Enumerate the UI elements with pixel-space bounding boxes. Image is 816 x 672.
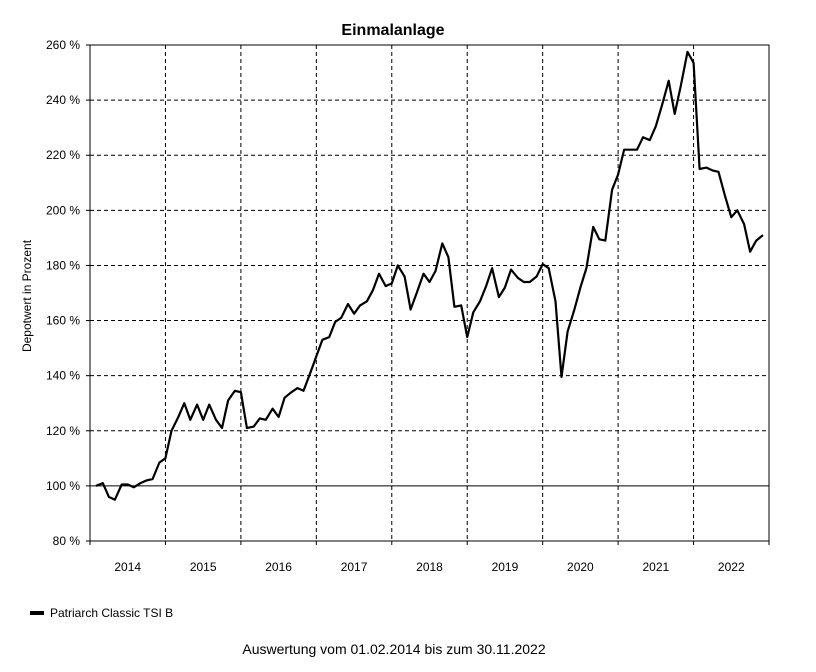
y-tick-label: 120 % — [46, 424, 80, 438]
y-tick-label: 160 % — [46, 314, 80, 328]
legend: Patriarch Classic TSI B — [30, 606, 173, 620]
x-tick-label: 2017 — [341, 560, 368, 574]
x-tick-label: 2018 — [416, 560, 443, 574]
y-tick-label: 140 % — [46, 369, 80, 383]
evaluation-period-text: Auswertung vom 01.02.2014 bis zum 30.11.… — [242, 641, 545, 657]
x-tick-label: 2019 — [492, 560, 519, 574]
y-tick-label: 100 % — [46, 479, 80, 493]
series-line — [95, 50, 764, 501]
y-tick-label: 200 % — [46, 203, 80, 217]
x-tick-label: 2021 — [642, 560, 669, 574]
chart-title: Einmalanlage — [341, 22, 444, 39]
y-axis-label: Depotwert in Prozent — [20, 239, 34, 352]
legend-label: Patriarch Classic TSI B — [50, 606, 173, 620]
y-tick-label: 80 % — [53, 534, 81, 548]
y-tick-label: 240 % — [46, 93, 80, 107]
x-tick-label: 2022 — [718, 560, 745, 574]
series-lines — [95, 50, 764, 501]
grid-lines — [90, 45, 769, 541]
legend-swatch — [30, 611, 44, 615]
x-tick-label: 2015 — [190, 560, 217, 574]
x-tick-label: 2014 — [114, 560, 141, 574]
y-tick-labels: 80 % 100 % 120 % 140 % 160 % 180 % 200 % 220 % 2… — [46, 38, 80, 548]
y-tick-label: 180 % — [46, 258, 80, 272]
x-tick-labels: 2014 2015 2016 2017 2018 2019 2020 2021 2022 — [114, 560, 745, 574]
x-tick-label: 2016 — [265, 560, 292, 574]
y-tick-label: 220 % — [46, 148, 80, 162]
plot-frame — [89, 44, 770, 542]
x-tick-label: 2020 — [567, 560, 594, 574]
y-tick-label: 260 % — [46, 38, 80, 52]
axes — [86, 44, 770, 545]
